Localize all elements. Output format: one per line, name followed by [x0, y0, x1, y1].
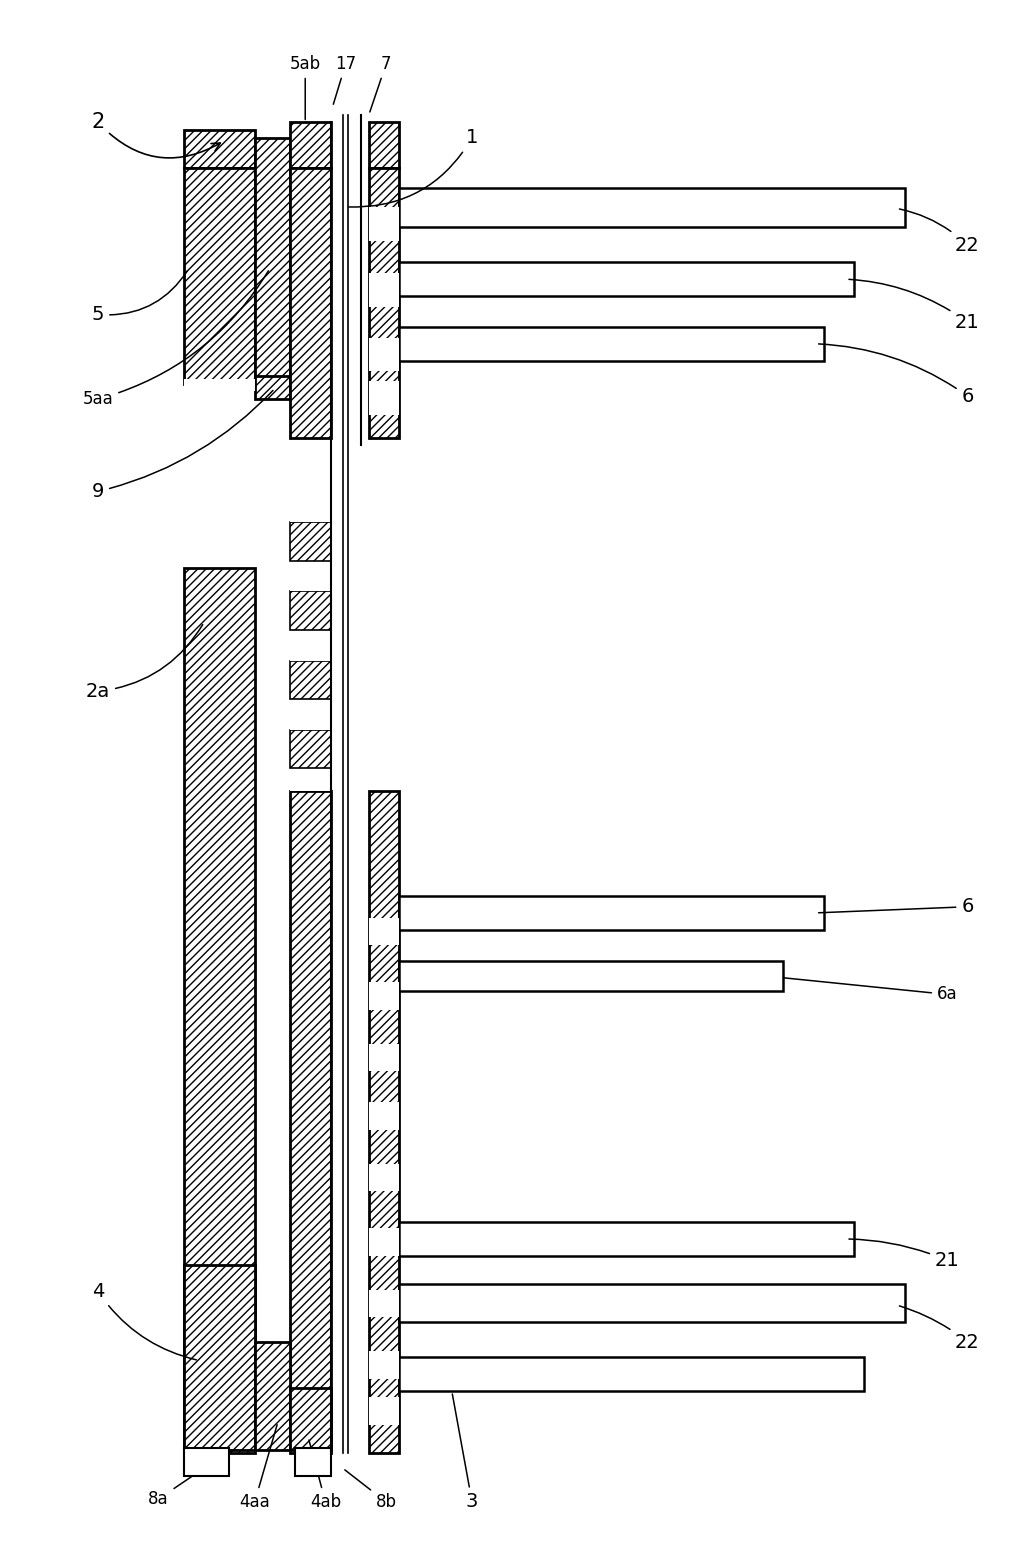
Text: 9: 9 [92, 391, 273, 501]
Bar [369, 982, 400, 1010]
Bar [183, 568, 254, 1453]
Text: 7: 7 [370, 54, 392, 112]
Bar [400, 1284, 905, 1322]
Bar [183, 169, 254, 383]
Bar [369, 1290, 400, 1318]
Text: 8a: 8a [149, 1470, 202, 1509]
Text: 4: 4 [92, 1282, 197, 1360]
Bar [290, 646, 330, 661]
Bar [290, 776, 330, 792]
Text: 2: 2 [91, 112, 220, 158]
Text: 1: 1 [348, 129, 479, 206]
Bar [290, 714, 330, 729]
Text: 4aa: 4aa [239, 1425, 277, 1512]
Text: 6: 6 [819, 897, 974, 916]
Bar [290, 729, 330, 768]
Text: 21: 21 [849, 279, 980, 332]
Bar [254, 1342, 290, 1450]
Text: 22: 22 [899, 1305, 980, 1352]
Bar [290, 123, 330, 169]
Bar [369, 1164, 400, 1192]
Bar [290, 508, 330, 521]
Bar [183, 1448, 230, 1476]
Bar [290, 784, 330, 792]
Bar [290, 169, 330, 438]
Bar [290, 792, 330, 1453]
Bar [400, 327, 824, 360]
Text: 6a: 6a [783, 978, 957, 1004]
Bar [254, 376, 290, 399]
Bar [369, 1043, 400, 1071]
Bar [183, 379, 254, 391]
Bar [369, 380, 400, 414]
Text: 2a: 2a [86, 624, 203, 702]
Bar [290, 521, 330, 560]
Bar [183, 1265, 254, 1450]
Bar [369, 169, 400, 438]
Bar [290, 591, 330, 630]
Text: 17: 17 [333, 54, 357, 104]
Bar [400, 961, 783, 992]
Bar [400, 262, 854, 296]
Bar [400, 188, 905, 227]
Bar [254, 138, 290, 383]
Bar [369, 1352, 400, 1378]
Bar [290, 1387, 330, 1450]
Text: 4ab: 4ab [309, 1440, 341, 1512]
Bar [369, 792, 400, 1453]
Bar [290, 576, 330, 591]
Bar [400, 896, 824, 930]
Bar [369, 123, 400, 169]
Bar [369, 338, 400, 371]
Text: 8b: 8b [344, 1470, 397, 1512]
Bar [369, 917, 400, 945]
Text: 5: 5 [91, 270, 188, 324]
Bar [400, 1221, 854, 1256]
Bar [369, 1228, 400, 1256]
Bar [369, 1397, 400, 1425]
Bar [369, 206, 400, 241]
Text: 21: 21 [849, 1238, 959, 1270]
Text: 22: 22 [900, 210, 980, 255]
Bar [290, 661, 330, 698]
Bar [369, 273, 400, 307]
Text: 5aa: 5aa [83, 270, 269, 408]
Bar [183, 130, 254, 169]
Text: 3: 3 [452, 1394, 479, 1512]
Text: 6: 6 [819, 345, 974, 405]
Bar [400, 1358, 864, 1391]
Bar [369, 1102, 400, 1130]
Bar [295, 1448, 330, 1476]
Text: 5ab: 5ab [290, 54, 321, 120]
